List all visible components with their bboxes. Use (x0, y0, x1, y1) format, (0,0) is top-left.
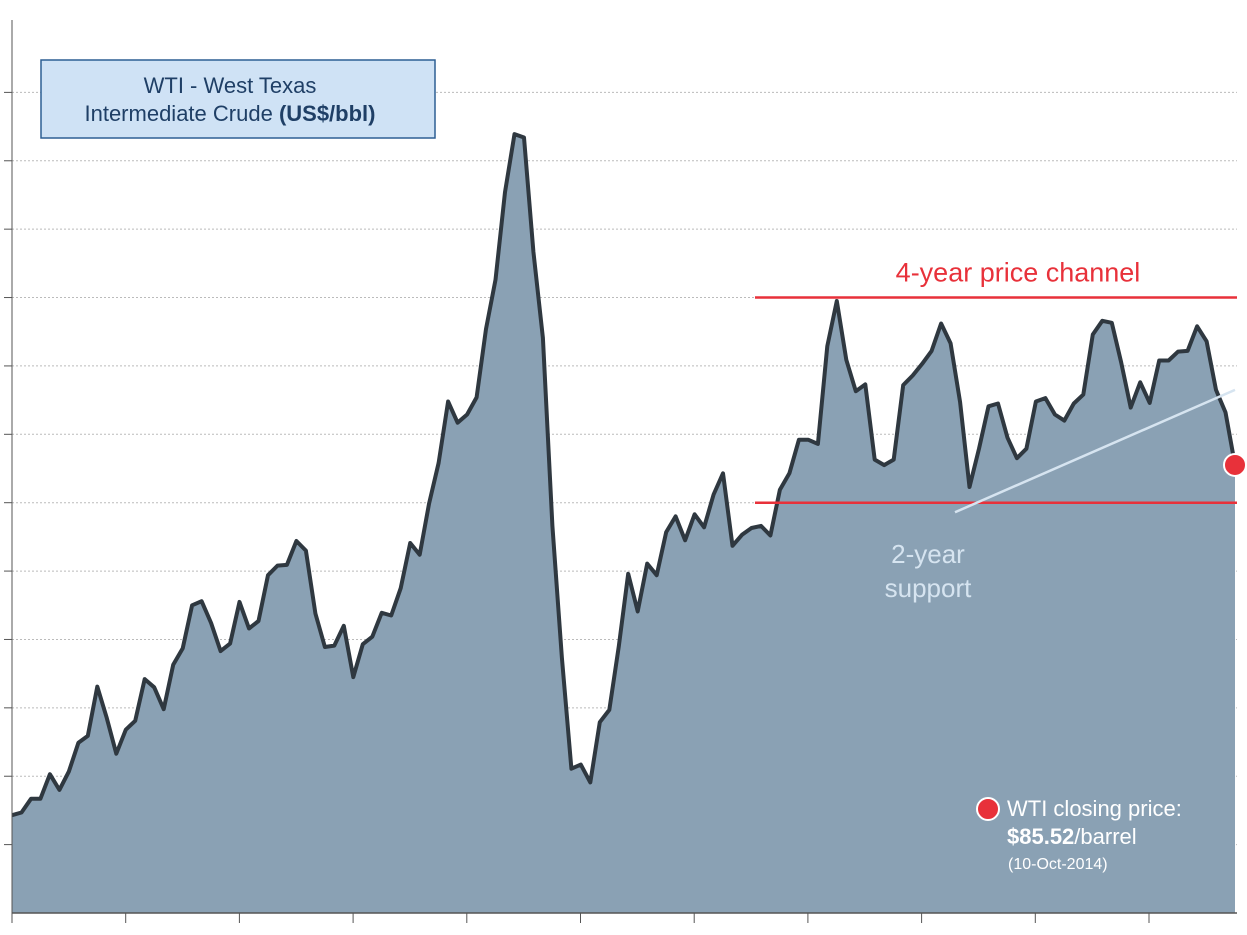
title-box (40, 59, 436, 139)
line (11, 132, 1237, 818)
title-unit: (US$/bbl) (279, 101, 376, 126)
legend-dot (976, 797, 1000, 821)
title: Intermediate Crude (US$/bbl) (84, 101, 375, 126)
title-text: Intermediate Crude (84, 101, 272, 126)
title: WTI - West Texas (144, 73, 317, 98)
legend-label: WTI closing price: (1007, 796, 1182, 821)
legend-price: $85.52/barrel (1007, 824, 1137, 849)
legend-date: (10-Oct-2014) (1008, 856, 1108, 873)
area (12, 134, 1235, 914)
support-label: 2-year (891, 539, 965, 569)
support-line (954, 388, 1236, 514)
legend-value: $85.52 (1007, 824, 1074, 849)
channel-label: 4-year price channel (896, 258, 1141, 288)
closing-dot (1223, 452, 1247, 477)
legend-unit: /barrel (1074, 824, 1136, 849)
support-label: support (885, 573, 972, 603)
